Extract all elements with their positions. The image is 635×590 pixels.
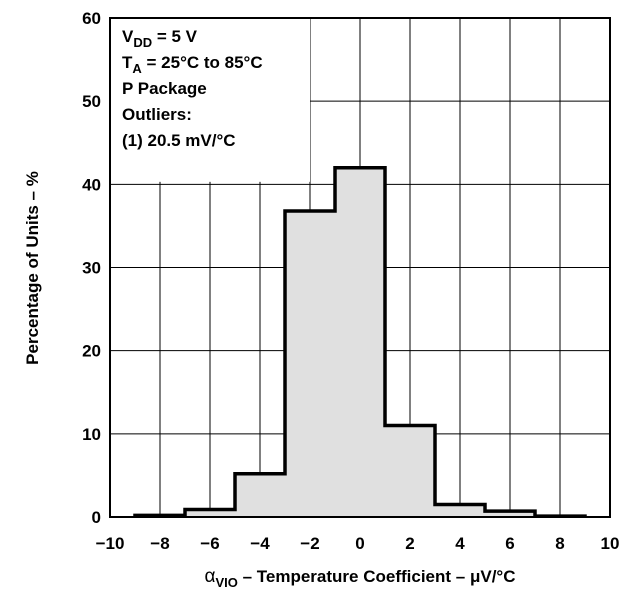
annotation-vdd: VDD = 5 V (122, 27, 198, 50)
histogram-bar (385, 425, 435, 517)
histogram-bar (285, 210, 335, 518)
x-tick-label: 10 (601, 534, 620, 553)
x-tick-label: 2 (405, 534, 414, 553)
histogram-bar (485, 511, 535, 517)
x-tick-label: 6 (505, 534, 514, 553)
histogram-bar (185, 509, 235, 517)
histogram-bars (135, 167, 585, 518)
x-axis-ticks: −10 −8 −6 −4 −2 0 2 4 6 8 10 (96, 534, 620, 553)
x-tick-label: −4 (250, 534, 270, 553)
y-tick-label: 0 (92, 508, 101, 527)
x-tick-label: −8 (150, 534, 169, 553)
x-axis-label: αVIO – Temperature Coefficient – μV/°C (204, 566, 515, 590)
annotation-outlier-value: (1) 20.5 mV/°C (122, 131, 236, 150)
y-tick-label: 10 (82, 425, 101, 444)
y-axis-label: Percentage of Units – % (23, 171, 42, 365)
histogram-bar (235, 473, 285, 517)
x-tick-label: 8 (555, 534, 564, 553)
histogram-bar (435, 504, 485, 517)
x-tick-label: −2 (300, 534, 319, 553)
histogram-outline (133, 165, 587, 518)
y-tick-label: 40 (82, 175, 101, 194)
y-tick-label: 60 (82, 9, 101, 28)
x-tick-label: 0 (355, 534, 364, 553)
x-tick-label: −10 (96, 534, 125, 553)
histogram-bar (335, 167, 385, 517)
annotation-package: P Package (122, 79, 207, 98)
annotation-outliers: Outliers: (122, 105, 192, 124)
x-tick-label: 4 (455, 534, 465, 553)
plot-frame (109, 17, 611, 518)
y-tick-label: 20 (82, 342, 101, 361)
x-tick-label: −6 (200, 534, 219, 553)
annotation-temperature: TA = 25°C to 85°C (122, 53, 263, 76)
y-axis-ticks: 0 10 20 30 40 50 60 (82, 9, 101, 527)
annotation-box (111, 19, 310, 182)
y-tick-label: 50 (82, 92, 101, 111)
y-tick-label: 30 (82, 259, 101, 278)
